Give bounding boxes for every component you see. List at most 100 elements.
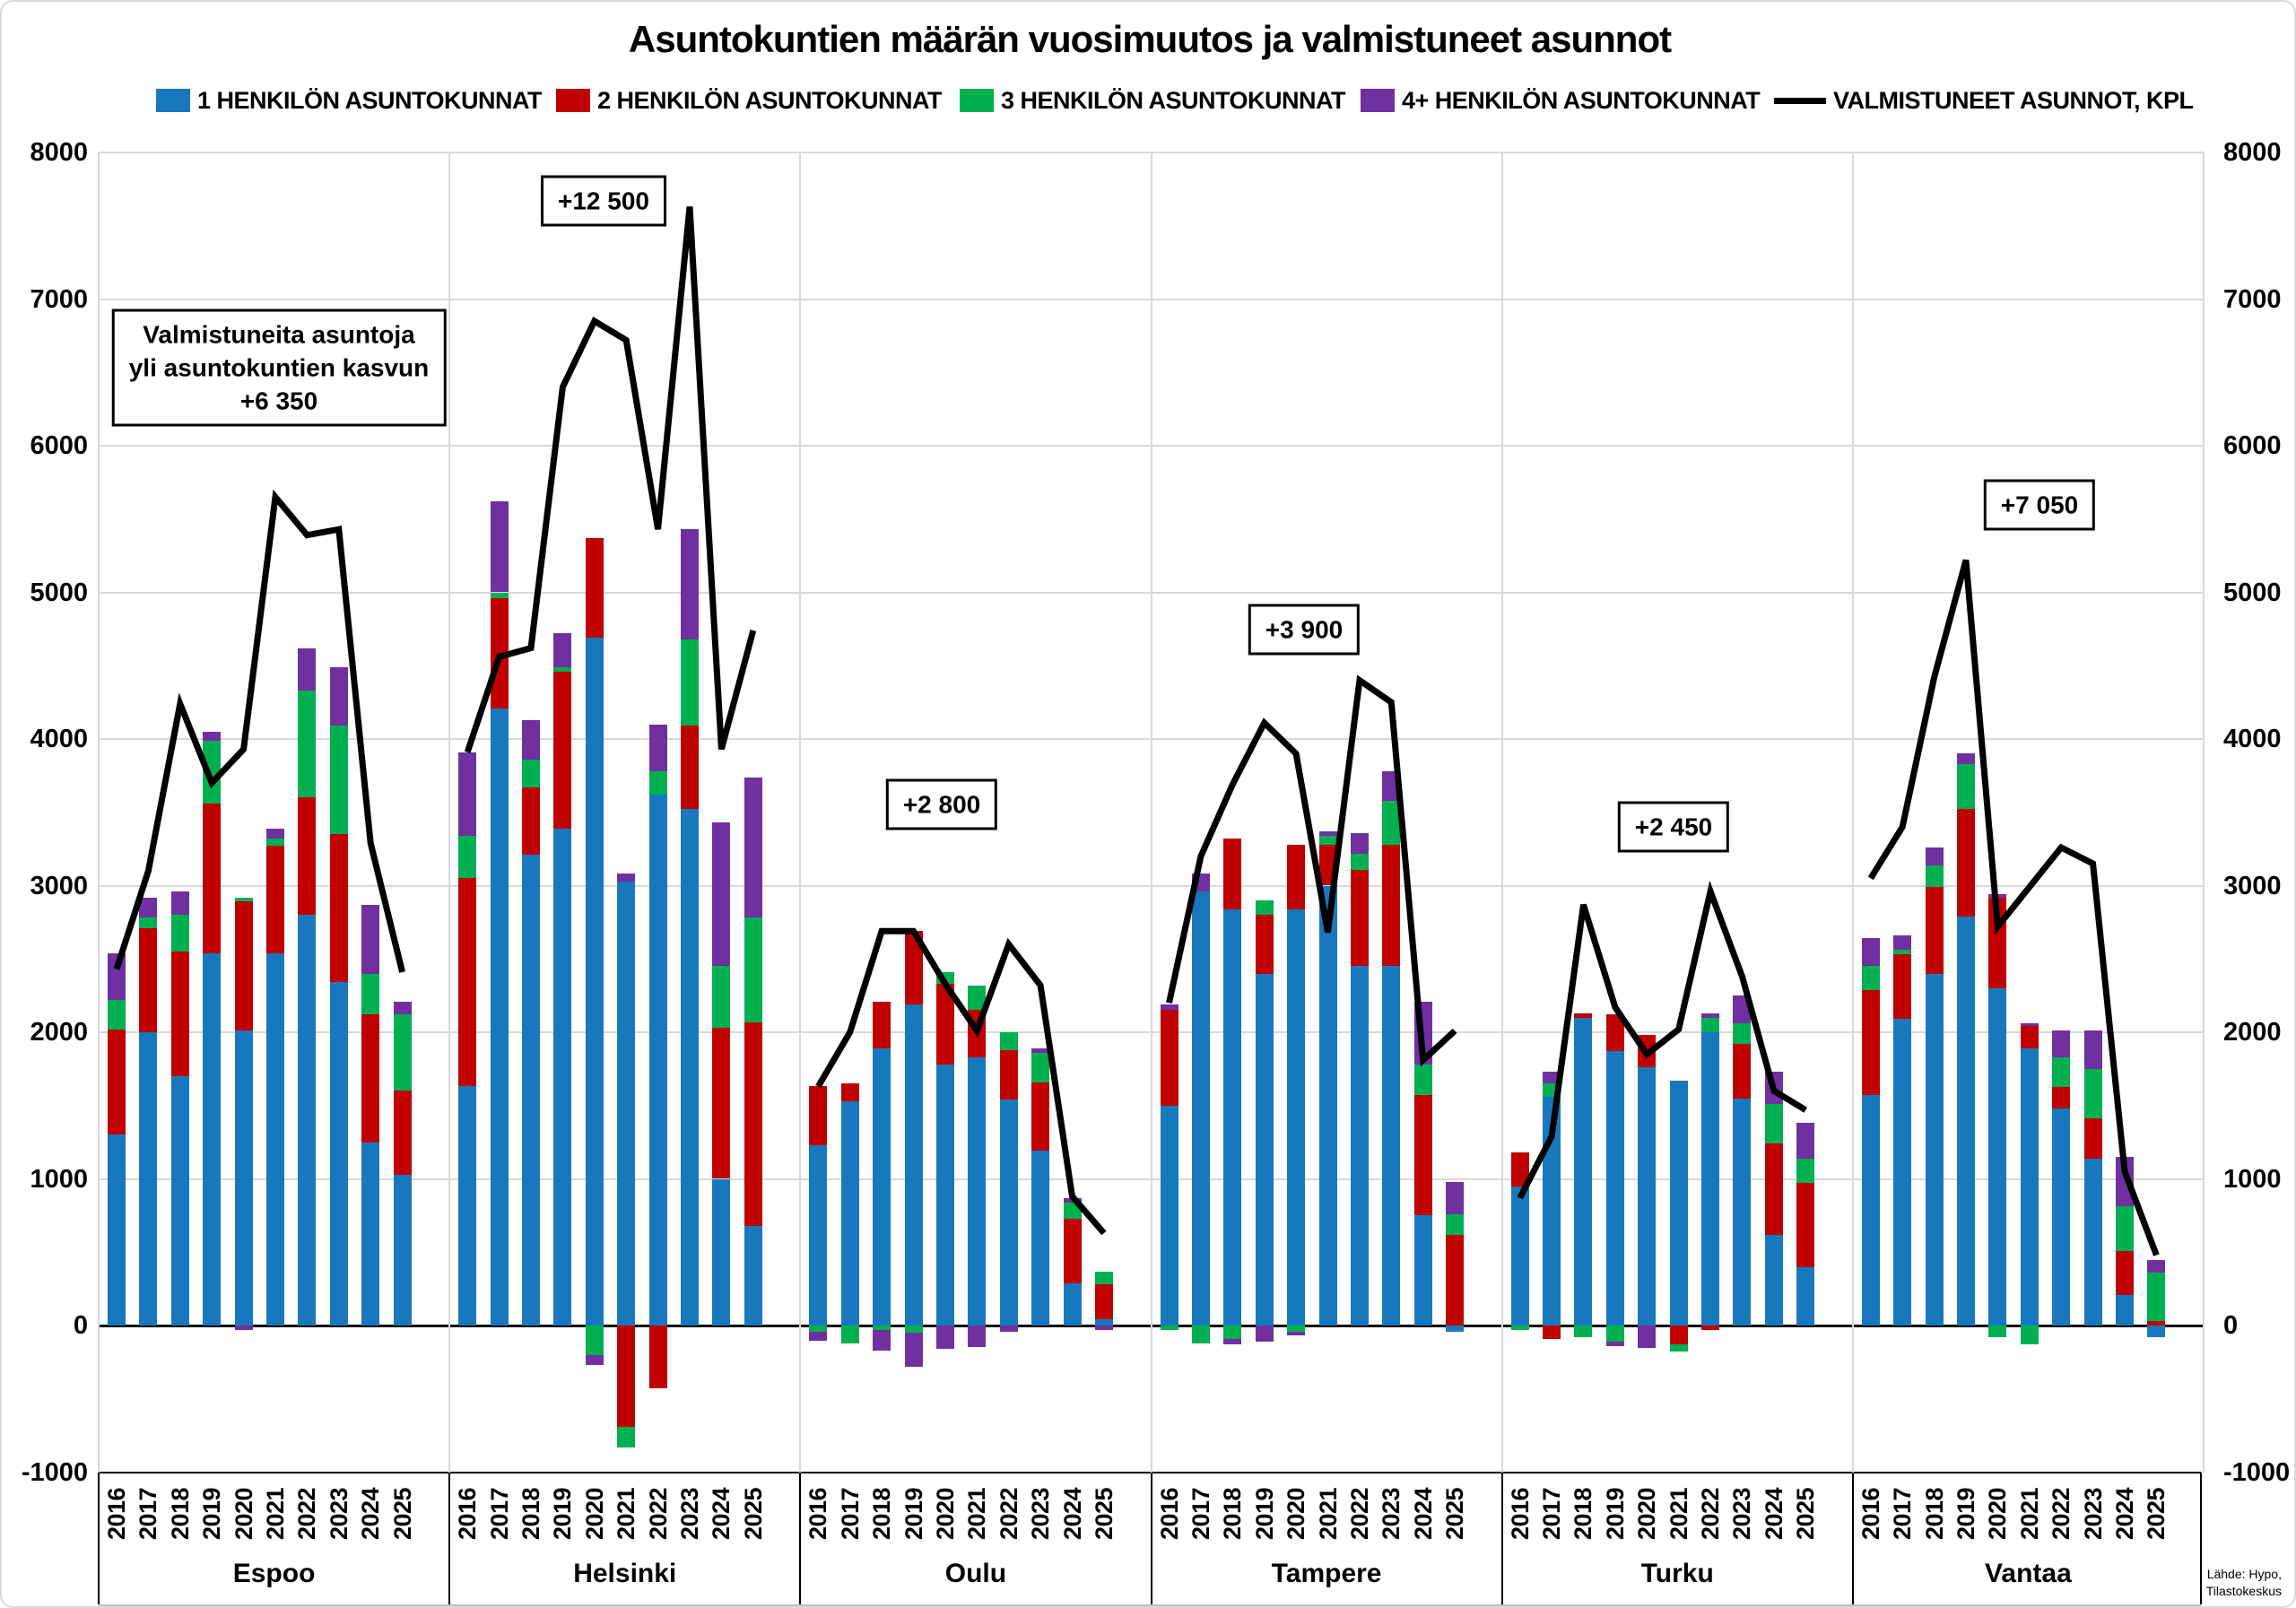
y-axis-tick-label-right: 0 [2223,1311,2239,1340]
x-axis-city-label: Oulu [944,1559,1007,1588]
x-axis-city-label: Helsinki [573,1559,677,1588]
bar-segment-four_plus [1350,832,1369,854]
bar-segment-one_person [744,1225,762,1326]
bar-segment-four_plus [2052,1030,2071,1057]
bar-segment-four_plus [458,752,477,836]
bar-segment-two_person [1701,1326,1720,1330]
axis-bottom-line [99,1471,2201,1473]
bar-segment-one_person [234,1030,253,1326]
bar-segment-two_person [1893,954,1912,1020]
bar-segment-one_person [1861,1095,1880,1326]
bar-segment-one_person [712,1178,731,1326]
band-divider [1851,1473,1854,1604]
annotation-text: +7 050 [2000,491,2079,519]
bar-segment-four_plus [393,1001,412,1015]
bar-segment-four_plus [1701,1013,1720,1018]
bar-segment-four_plus [617,874,636,882]
bar-segment-two_person [361,1014,380,1143]
bar-segment-two_person [329,834,348,983]
x-axis-city-label: Tampere [1271,1559,1382,1588]
bar-segment-two_person [1733,1044,1752,1099]
bar-segment-four_plus [1861,938,1880,967]
bar-segment-one_person [648,795,667,1326]
bar-segment-two_person [553,671,572,829]
band-divider [2200,1473,2202,1604]
bar-segment-three_person [680,639,699,726]
completions-line-turku [1517,880,1808,1200]
bar-segment-three_person [2116,1205,2135,1251]
bar-segment-one_person [393,1174,412,1326]
bar-segment-two_person [2116,1250,2135,1295]
annotation-text: +6 350 [239,387,318,415]
bar-segment-three_person [1223,1326,1242,1339]
panel-divider [1150,152,1152,1473]
bar-segment-three_person [1925,865,1944,888]
bar-segment-one_person [1605,1051,1624,1326]
bar-segment-three_person [521,759,540,787]
source-note: Lähde: Hypo, Tilastokeskus [2102,1566,2282,1600]
bar-segment-three_person [1350,853,1369,870]
bar-segment-two_person [999,1049,1018,1100]
bar-segment-three_person [648,770,667,795]
annotation-text: +3 900 [1265,615,1344,644]
bar-segment-two_person [1255,915,1274,974]
bar-segment-four_plus [2147,1260,2166,1273]
bar-segment-four_plus [139,897,158,918]
y-axis-tick-label-left: 5000 [30,578,88,607]
bar-segment-three_person [108,1000,126,1030]
bar-segment-one_person [935,1064,954,1326]
y-axis-tick-label-right: 4000 [2223,725,2282,753]
bar-segment-three_person [1574,1326,1593,1338]
bar-segment-four_plus [266,828,284,839]
bar-segment-two_person [1382,844,1401,967]
completions-line-vantaa [1867,559,2160,1256]
bar-segment-four_plus [744,777,762,918]
bar-segment-one_person [2083,1158,2102,1326]
bar-segment-one_person [1925,973,1944,1326]
bar-segment-one_person [1223,908,1242,1326]
bar-segment-one_person [108,1134,126,1326]
bar-segment-four_plus [648,724,667,771]
annotation-text: +12 500 [558,187,649,215]
bar-segment-three_person [458,835,477,879]
y-axis-tick-label-right: 5000 [2223,578,2282,607]
bar-segment-one_person [1160,1105,1178,1326]
bar-segment-one_person [1893,1019,1912,1326]
bar-segment-three_person [1605,1326,1624,1342]
bar-segment-one_person [1669,1080,1688,1326]
bar-segment-three_person [298,691,317,798]
y-axis-tick-label-right: -1000 [2223,1457,2291,1487]
x-axis-city-label: Vantaa [1985,1559,2072,1588]
y-axis-tick-label-left: 7000 [30,284,88,314]
bar-segment-four_plus [361,904,380,974]
band-bottom-border [99,1604,2201,1606]
bar-segment-two_person [108,1029,126,1135]
y-axis-tick-label-right: 3000 [2223,871,2282,900]
bar-segment-two_person [393,1091,412,1175]
y-axis-tick-label-left: 0 [73,1311,88,1340]
bar-segment-one_person [2020,1047,2039,1326]
bar-segment-one_person [585,638,604,1326]
bar-segment-two_person [1094,1284,1113,1320]
panel-divider [2203,152,2205,1473]
bar-segment-one_person [298,915,317,1326]
annotation-turku-note: +2 450 [1617,801,1730,853]
bar-segment-four_plus [329,666,348,726]
bar-segment-four_plus [1638,1326,1657,1348]
bar-segment-three_person [1733,1023,1752,1045]
bar-segment-two_person [139,927,158,1032]
band-divider [799,1473,802,1604]
bar-segment-two_person [680,726,699,810]
bar-segment-four_plus [680,529,699,639]
bar-segment-three_person [1318,835,1337,845]
y-axis-tick-label-right: 1000 [2223,1164,2282,1194]
bar-segment-one_person [1764,1234,1783,1326]
bar-segment-three_person [266,839,284,847]
bar-segment-three_person [617,1426,636,1447]
bar-segment-four_plus [935,1326,954,1350]
y-axis-tick-label-right: 7000 [2223,284,2282,314]
annotation-text: Valmistuneita asuntoja [143,320,415,349]
chart-title: Asuntokuntien määrän vuosimuutos ja valm… [628,18,1672,60]
y-axis-tick-label-left: -1000 [21,1457,88,1487]
